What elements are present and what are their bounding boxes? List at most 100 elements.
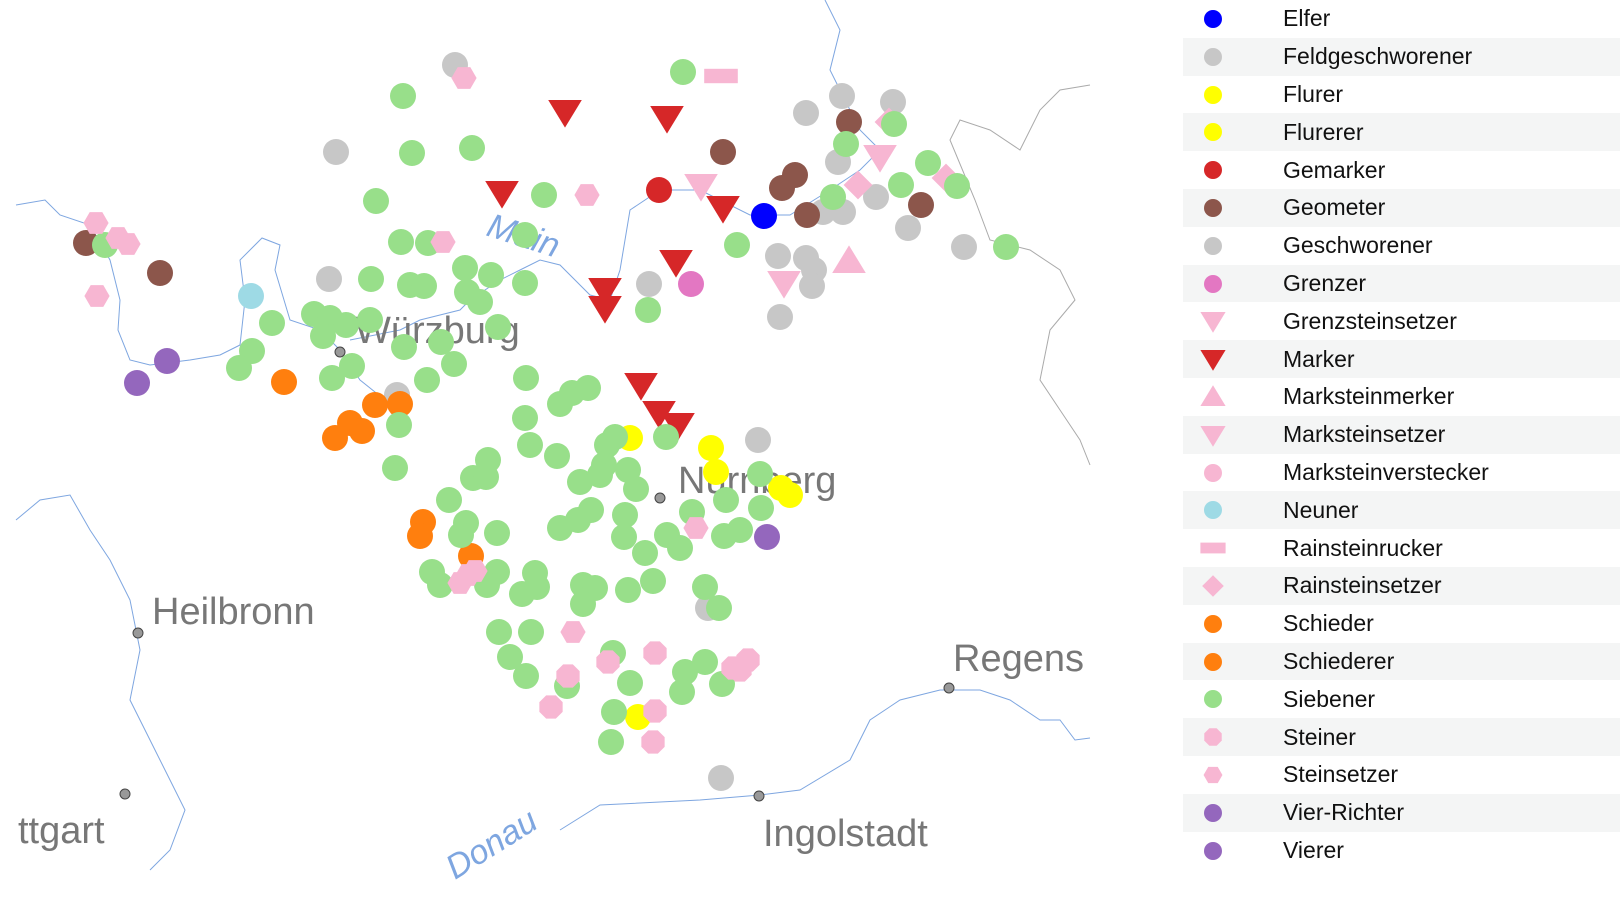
- map-point-siebener[interactable]: [259, 310, 285, 336]
- map-point-feldgeschworener[interactable]: [951, 234, 977, 260]
- map-point-siebener[interactable]: [635, 297, 661, 323]
- map-point-marker[interactable]: [642, 401, 676, 429]
- map-point-siebener[interactable]: [436, 487, 462, 513]
- map-point-siebener[interactable]: [226, 355, 252, 381]
- map-point-siebener[interactable]: [513, 365, 539, 391]
- legend-item[interactable]: Flurerer: [1183, 113, 1620, 152]
- map-point-steinsetzer[interactable]: [574, 184, 600, 206]
- map-point-geometer[interactable]: [794, 202, 820, 228]
- map-point-siebener[interactable]: [497, 644, 523, 670]
- map-point-siebener[interactable]: [485, 314, 511, 340]
- map-point-siebener[interactable]: [727, 517, 753, 543]
- map-point-geometer[interactable]: [836, 109, 862, 135]
- legend-item[interactable]: Gemarker: [1183, 151, 1620, 189]
- map-point-steiner[interactable]: [641, 730, 665, 754]
- map-point-siebener[interactable]: [944, 173, 970, 199]
- map-point-siebener[interactable]: [473, 464, 499, 490]
- legend-item[interactable]: Feldgeschworener: [1183, 37, 1620, 76]
- map-point-siebener[interactable]: [915, 150, 941, 176]
- map-point-steiner[interactable]: [643, 641, 667, 665]
- map-point-vierer[interactable]: [754, 524, 780, 550]
- map-point-siebener[interactable]: [587, 462, 613, 488]
- map-point-siebener[interactable]: [478, 262, 504, 288]
- map[interactable]: Würzburg Nürnberg Heilbronn Regens Ingol…: [0, 0, 1180, 900]
- map-point-feldgeschworener[interactable]: [765, 243, 791, 269]
- map-point-siebener[interactable]: [706, 595, 732, 621]
- legend-item[interactable]: Schieder: [1183, 605, 1620, 643]
- map-point-siebener[interactable]: [518, 619, 544, 645]
- map-point-siebener[interactable]: [713, 487, 739, 513]
- map-point-siebener[interactable]: [427, 572, 453, 598]
- map-point-siebener[interactable]: [602, 424, 628, 450]
- legend-item[interactable]: Elfer: [1183, 0, 1620, 38]
- map-point-marker[interactable]: [706, 196, 740, 224]
- map-point-siebener[interactable]: [452, 255, 478, 281]
- map-point-siebener[interactable]: [544, 443, 570, 469]
- map-point-siebener[interactable]: [428, 329, 454, 355]
- map-point-siebener[interactable]: [411, 273, 437, 299]
- map-point-feldgeschworener[interactable]: [895, 215, 921, 241]
- map-point-feldgeschworener[interactable]: [793, 100, 819, 126]
- legend-item[interactable]: Vierer: [1183, 832, 1620, 870]
- map-point-siebener[interactable]: [612, 502, 638, 528]
- map-point-marker[interactable]: [588, 296, 622, 324]
- legend-item[interactable]: Vier-Richter: [1183, 793, 1620, 832]
- map-point-feldgeschworener[interactable]: [708, 765, 734, 791]
- map-point-siebener[interactable]: [517, 432, 543, 458]
- map-point-steinsetzer[interactable]: [447, 572, 473, 594]
- map-point-marker[interactable]: [485, 181, 519, 209]
- map-point-schieder[interactable]: [407, 523, 433, 549]
- map-point-steiner[interactable]: [556, 664, 580, 688]
- map-point-neuner[interactable]: [238, 283, 264, 309]
- map-point-siebener[interactable]: [486, 619, 512, 645]
- map-point-steiner[interactable]: [643, 699, 667, 723]
- map-point-steinsetzer[interactable]: [83, 212, 109, 234]
- map-point-schieder[interactable]: [322, 425, 348, 451]
- legend-item[interactable]: Siebener: [1183, 680, 1620, 718]
- map-point-steiner[interactable]: [728, 658, 752, 682]
- map-point-siebener[interactable]: [358, 266, 384, 292]
- map-point-siebener[interactable]: [724, 232, 750, 258]
- map-point-grenzer[interactable]: [678, 271, 704, 297]
- legend-item[interactable]: Geometer: [1183, 188, 1620, 227]
- map-point-siebener[interactable]: [833, 131, 859, 157]
- map-point-siebener[interactable]: [441, 351, 467, 377]
- map-point-siebener[interactable]: [414, 367, 440, 393]
- map-point-grenzsteinsetzer[interactable]: [767, 271, 801, 299]
- map-point-siebener[interactable]: [512, 405, 538, 431]
- legend-item[interactable]: Geschworener: [1183, 227, 1620, 265]
- map-point-feldgeschworener[interactable]: [636, 271, 662, 297]
- legend-item[interactable]: Steinsetzer: [1183, 756, 1620, 794]
- map-point-siebener[interactable]: [623, 476, 649, 502]
- map-point-feldgeschworener[interactable]: [829, 83, 855, 109]
- map-point-rainsteinrucker[interactable]: [704, 68, 738, 84]
- map-point-geometer[interactable]: [73, 230, 99, 256]
- legend-item[interactable]: Steiner: [1183, 718, 1620, 756]
- map-point-steinsetzer[interactable]: [84, 285, 110, 307]
- map-point-feldgeschworener[interactable]: [863, 184, 889, 210]
- map-point-siebener[interactable]: [615, 577, 641, 603]
- map-point-siebener[interactable]: [390, 83, 416, 109]
- map-point-steinsetzer[interactable]: [115, 233, 141, 255]
- map-point-siebener[interactable]: [310, 323, 336, 349]
- map-point-siebener[interactable]: [820, 184, 846, 210]
- legend-item[interactable]: Schiederer: [1183, 642, 1620, 681]
- map-point-steinsetzer[interactable]: [683, 517, 709, 539]
- map-point-feldgeschworener[interactable]: [767, 304, 793, 330]
- map-point-steinsetzer[interactable]: [560, 621, 586, 643]
- legend-item[interactable]: Grenzsteinsetzer: [1183, 302, 1620, 340]
- map-point-siebener[interactable]: [357, 307, 383, 333]
- map-point-siebener[interactable]: [512, 270, 538, 296]
- map-point-steiner[interactable]: [539, 695, 563, 719]
- map-point-marker[interactable]: [548, 100, 582, 128]
- map-point-siebener[interactable]: [611, 524, 637, 550]
- map-point-siebener[interactable]: [575, 375, 601, 401]
- legend-item[interactable]: Rainsteinrucker: [1183, 529, 1620, 567]
- map-point-marker[interactable]: [650, 106, 684, 134]
- map-point-siebener[interactable]: [567, 469, 593, 495]
- map-point-siebener[interactable]: [524, 574, 550, 600]
- map-point-elfer[interactable]: [751, 203, 777, 229]
- map-point-siebener[interactable]: [881, 111, 907, 137]
- map-point-siebener[interactable]: [601, 699, 627, 725]
- legend-item[interactable]: Flurer: [1183, 76, 1620, 114]
